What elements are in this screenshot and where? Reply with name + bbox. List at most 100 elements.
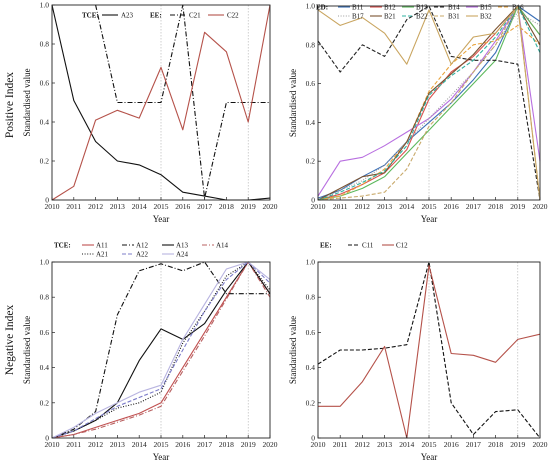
legend-entry: B31 [448, 13, 460, 21]
x-tick-label: 2015 [422, 202, 437, 211]
x-tick-label: 2013 [110, 202, 125, 211]
series-line-B15 [317, 5, 541, 197]
y-tick-label: 1.0 [40, 1, 50, 10]
y-tick-label: 1.0 [306, 258, 316, 267]
legend-entry: B11 [352, 4, 364, 12]
x-tick-label: 2019 [241, 440, 256, 449]
legend-entry: B15 [480, 4, 492, 12]
x-tick-label: 2013 [377, 202, 392, 211]
x-tick-label: 2010 [45, 440, 60, 449]
series-line-B14 [317, 5, 541, 201]
legend-title: EE: [320, 242, 332, 250]
legend-entry: B21 [384, 13, 396, 21]
x-tick-label: 2016 [175, 202, 190, 211]
series-line-B22 [317, 5, 541, 201]
x-tick-label: 2013 [110, 440, 125, 449]
legend: TCE: A23 EE: C21 C22 [82, 12, 239, 20]
x-tick-label: 2010 [311, 202, 326, 211]
series-line-C22 [51, 4, 271, 201]
x-tick-label: 2011 [333, 202, 348, 211]
legend-entry: A14 [216, 242, 229, 250]
y-tick-label: 0.4 [40, 363, 50, 372]
y-axis-label: Standardised value [22, 68, 32, 136]
x-tick-label: 2018 [488, 202, 503, 211]
legend-entry: B17 [352, 13, 364, 21]
x-tick-label: 2018 [219, 202, 234, 211]
legend-entry: C21 [189, 12, 201, 20]
x-axis-label: Year [153, 452, 170, 462]
y-tick-label: 0.2 [306, 157, 316, 166]
x-tick-label: 2010 [311, 440, 326, 449]
x-tick-label: 2019 [510, 440, 525, 449]
series-line-B11 [317, 5, 541, 199]
legend-title: TCE: [82, 12, 99, 20]
legend-entry: B32 [480, 13, 492, 21]
y-tick-label: 0.6 [306, 79, 316, 88]
legend: ED: B11 B12 B13 B14 B15 B16 B17 B21 B22 B31 B32 [316, 4, 524, 21]
x-axis-label: Year [421, 214, 438, 224]
x-tick-label: 2016 [444, 440, 459, 449]
y-tick-label: 1.0 [40, 258, 50, 267]
series-line-A11 [51, 261, 271, 439]
y-tick-label: 1.0 [306, 2, 316, 11]
y-tick-label: 0.8 [306, 40, 316, 49]
series-line-A22 [51, 261, 271, 439]
legend-entry: A13 [176, 242, 189, 250]
chart-panel-top-left: 2010 2011 2012 2013 2014 2015 2016 2017 2018 2019… [22, 1, 278, 225]
x-tick-label: 2019 [510, 202, 525, 211]
x-tick-label: 2012 [355, 440, 370, 449]
x-tick-label: 2011 [66, 440, 81, 449]
y-tick-label: 0 [45, 196, 49, 205]
y-tick-label: 0.2 [40, 398, 50, 407]
x-tick-label: 2016 [444, 202, 459, 211]
legend-title: ED: [316, 4, 328, 12]
series-line-A14 [51, 261, 271, 439]
x-tick-label: 2014 [399, 202, 414, 211]
legend-entry: C22 [227, 12, 239, 20]
series-line-B32 [317, 5, 541, 201]
series-line-A21 [51, 261, 271, 439]
x-tick-label: 2020 [533, 202, 548, 211]
legend-entry: B16 [512, 4, 524, 12]
series-line-B16 [317, 24, 541, 201]
chart-panel-bottom-left: 2010 2011 2012 2013 2014 2015 2016 2017 2018 2019… [22, 242, 278, 463]
x-axis-label: Year [421, 452, 438, 462]
y-tick-label: 0 [311, 434, 315, 443]
series-line-B13 [317, 5, 541, 201]
y-tick-label: 0.4 [306, 118, 316, 127]
x-tick-label: 2014 [132, 202, 147, 211]
series-line-B21 [317, 5, 541, 201]
legend-entry: A11 [96, 242, 108, 250]
legend-entry: C11 [362, 242, 374, 250]
series-line-A24 [51, 261, 271, 439]
y-tick-label: 0.2 [306, 398, 316, 407]
x-tick-label: 2017 [466, 202, 481, 211]
y-tick-label: 0.2 [40, 157, 50, 166]
y-axis-label: Standardised value [288, 316, 298, 384]
x-tick-label: 2013 [377, 440, 392, 449]
series-line-B31 [317, 5, 541, 201]
x-tick-label: 2015 [422, 440, 437, 449]
x-tick-label: 2012 [88, 440, 103, 449]
chart-panel-top-right: 2010 2011 2012 2013 2014 2015 2016 2017 2018 2019… [288, 2, 548, 225]
x-tick-label: 2020 [533, 440, 548, 449]
x-tick-label: 2018 [488, 440, 503, 449]
x-tick-label: 2011 [333, 440, 348, 449]
x-tick-label: 2015 [154, 202, 169, 211]
x-tick-label: 2017 [197, 202, 212, 211]
series-line-B17 [317, 11, 541, 201]
row-label-negative: Negative Index [4, 304, 16, 375]
x-tick-label: 2012 [88, 202, 103, 211]
y-tick-label: 0.6 [40, 328, 50, 337]
legend-entry: B12 [384, 4, 396, 12]
y-axis-label: Standardised value [288, 69, 298, 137]
x-axis-label: Year [153, 214, 170, 224]
y-tick-label: 0 [311, 196, 315, 205]
series-line-C11 [317, 261, 541, 439]
x-tick-label: 2017 [197, 440, 212, 449]
x-tick-label: 2019 [241, 202, 256, 211]
x-tick-label: 2017 [466, 440, 481, 449]
legend-entry: C12 [396, 242, 408, 250]
x-tick-label: 2014 [399, 440, 414, 449]
